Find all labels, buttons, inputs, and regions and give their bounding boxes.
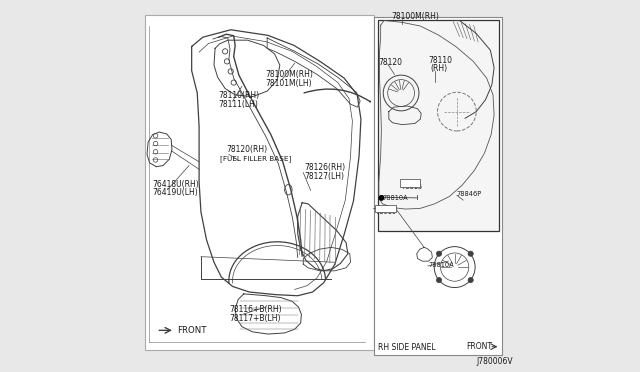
Text: 78815: 78815 — [401, 184, 422, 190]
Circle shape — [468, 251, 473, 256]
Circle shape — [379, 196, 383, 200]
Bar — [375, 205, 396, 212]
Text: 78110: 78110 — [429, 56, 452, 65]
Circle shape — [468, 278, 473, 283]
Bar — [374, 17, 502, 355]
Bar — [399, 179, 420, 187]
Bar — [378, 20, 499, 231]
Text: 78127(LH): 78127(LH) — [305, 172, 344, 181]
Text: 78111(LH): 78111(LH) — [219, 100, 259, 109]
Text: 78120: 78120 — [379, 58, 403, 67]
Text: 78126(RH): 78126(RH) — [305, 163, 346, 172]
Text: J780006V: J780006V — [476, 357, 513, 366]
Text: 78846P: 78846P — [457, 191, 482, 197]
Text: 76419U(LH): 76419U(LH) — [152, 188, 198, 197]
Text: 78110(RH): 78110(RH) — [219, 92, 260, 100]
Text: [FUEL FILLER BASE]: [FUEL FILLER BASE] — [220, 155, 292, 162]
Text: 78116+B(RH): 78116+B(RH) — [229, 305, 282, 314]
Text: FRONT: FRONT — [177, 326, 206, 335]
Text: FRONT: FRONT — [466, 342, 492, 351]
Text: 76418U(RH): 76418U(RH) — [152, 180, 198, 189]
Circle shape — [436, 278, 442, 283]
Text: 78810A: 78810A — [429, 262, 454, 268]
Text: 78101M(LH): 78101M(LH) — [265, 79, 312, 88]
Text: 78010: 78010 — [375, 209, 396, 215]
Bar — [145, 15, 374, 350]
Circle shape — [436, 251, 442, 256]
Text: 78100M(RH): 78100M(RH) — [392, 12, 440, 21]
FancyArrowPatch shape — [304, 89, 371, 102]
Text: 78120(RH): 78120(RH) — [227, 145, 268, 154]
Text: RH SIDE PANEL: RH SIDE PANEL — [378, 343, 435, 352]
Text: 78100M(RH): 78100M(RH) — [265, 70, 313, 79]
Text: 78117+B(LH): 78117+B(LH) — [229, 314, 280, 323]
Text: 78810A: 78810A — [383, 195, 408, 201]
Text: (RH): (RH) — [431, 64, 447, 73]
